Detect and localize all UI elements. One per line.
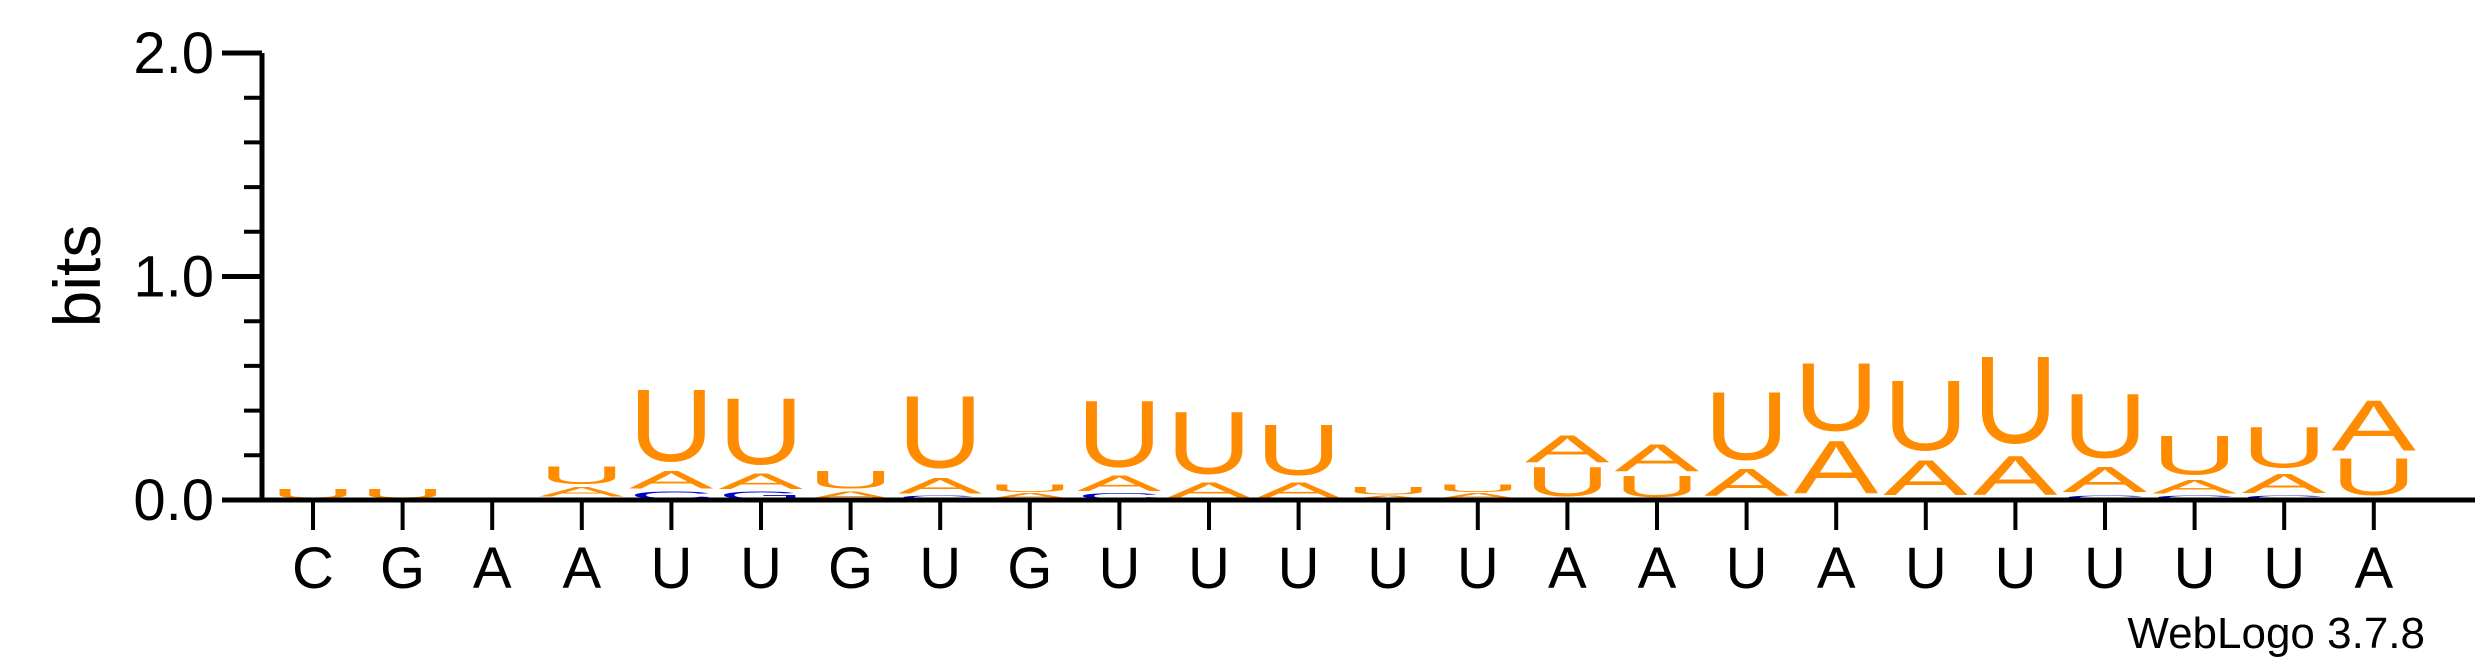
logo-letter-u: U — [1435, 482, 1520, 494]
logo-letter-a: A — [1704, 461, 1789, 504]
logo-letter-u: U — [987, 482, 1072, 494]
x-position-label: U — [1726, 536, 1768, 601]
x-position-label: A — [2354, 536, 2393, 601]
x-position-label: U — [1994, 536, 2036, 601]
x-position-label: U — [1905, 536, 1947, 601]
x-position-label: G — [1007, 536, 1052, 601]
x-position-label: U — [650, 536, 692, 601]
logo-letter-a: A — [1973, 444, 2059, 506]
logo-letter-u: U — [2063, 376, 2148, 478]
logo-letter-u: U — [719, 378, 804, 484]
x-position-label: U — [919, 536, 961, 601]
logo-letter-u: U — [898, 376, 983, 490]
logo-letter-u: U — [1077, 381, 1162, 487]
x-position-label: G — [828, 536, 873, 601]
x-position-label: G — [380, 536, 425, 601]
x-position-label: U — [2263, 536, 2305, 601]
logo-letter-a: A — [1883, 451, 1969, 506]
logo-letter-u: U — [539, 462, 624, 490]
logo-letter-u: U — [2152, 425, 2237, 486]
logo-letter-u: U — [1525, 458, 1610, 505]
logo-letter-a: A — [1525, 428, 1610, 471]
x-position-label: A — [562, 536, 601, 601]
logo-letter-stacks: UUCGAUCAUGAUAUGAUAUCAUAUAUAUAUUAUAAUAUAU… — [271, 330, 2417, 509]
weblogo-credit: WebLogo 3.7.8 — [2127, 609, 2425, 658]
logo-letter-u: U — [1346, 484, 1431, 496]
x-position-label: U — [1278, 536, 1320, 601]
logo-letter-a: A — [1077, 471, 1162, 496]
logo-letter-a: A — [2242, 468, 2328, 499]
x-position-label: U — [2174, 536, 2216, 601]
logo-letter-u: U — [1794, 342, 1879, 451]
logo-letter-u: U — [1973, 330, 2058, 470]
y-axis-ticks: 0.0 1.0 2.0 — [133, 21, 262, 533]
x-position-label: U — [1457, 536, 1499, 601]
logo-letter-c: C — [1077, 492, 1162, 501]
y-axis-label: bits — [40, 225, 114, 328]
x-position-label: U — [1367, 536, 1409, 601]
logo-letter-u: U — [629, 369, 714, 483]
logo-letter-u: U — [2242, 415, 2327, 480]
logo-letter-u: U — [1883, 360, 1968, 472]
x-position-label: A — [1638, 536, 1677, 601]
x-position-label: A — [1548, 536, 1587, 601]
logo-letter-a: A — [719, 469, 804, 494]
logo-letter-a: A — [898, 474, 983, 499]
logo-letter-u: U — [2331, 448, 2416, 507]
x-position-label: U — [740, 536, 782, 601]
logo-letter-a: A — [629, 466, 714, 494]
logo-letter-a: A — [987, 492, 1072, 501]
logo-letter-a: A — [2331, 386, 2416, 466]
logo-letter-u: U — [1256, 410, 1341, 490]
y-tick-label: 1.0 — [133, 245, 214, 310]
x-position-label: U — [1098, 536, 1140, 601]
x-position-label: A — [1817, 536, 1856, 601]
logo-letter-u: U — [808, 466, 893, 494]
logo-letter-a: A — [1615, 437, 1700, 480]
logo-letter-a: A — [1435, 492, 1520, 501]
y-tick-label: 0.0 — [133, 468, 214, 533]
y-tick-label: 2.0 — [133, 21, 214, 86]
logo-letter-u: U — [1704, 371, 1789, 480]
x-position-label: U — [2084, 536, 2126, 601]
logo-letter-a: A — [1794, 426, 1879, 509]
logo-letter-a: A — [2152, 476, 2237, 498]
logo-letter-a: A — [539, 484, 625, 500]
x-position-label: A — [473, 536, 512, 601]
logo-letter-a: A — [2063, 460, 2149, 500]
x-position-label: U — [1188, 536, 1230, 601]
logo-letter-u: U — [1167, 394, 1252, 493]
x-position-label: C — [292, 536, 334, 601]
